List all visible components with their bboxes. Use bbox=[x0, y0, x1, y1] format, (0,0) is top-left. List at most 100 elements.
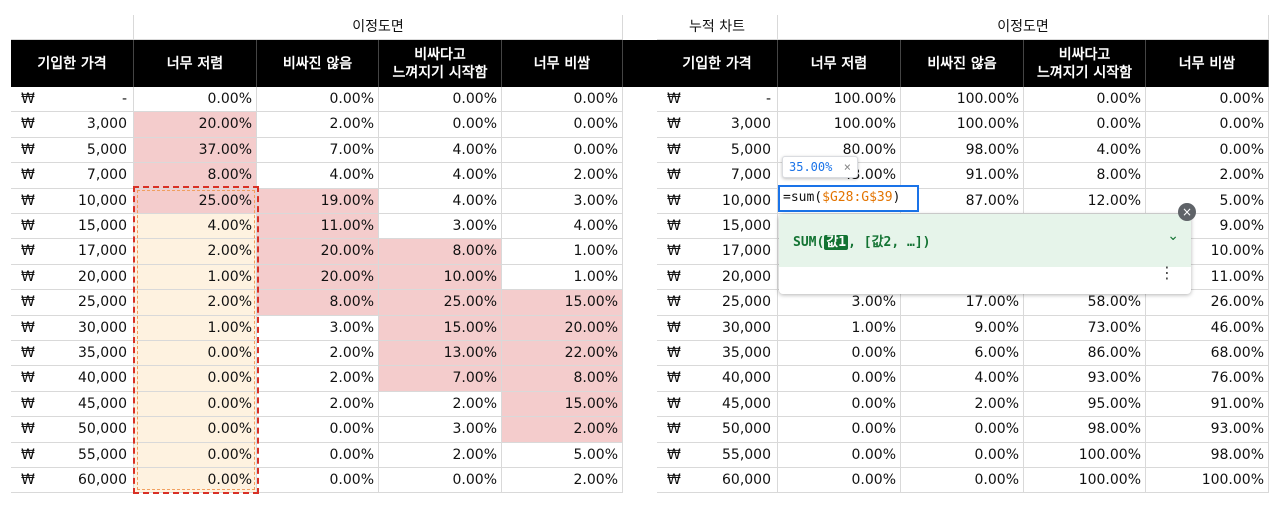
percent-cell[interactable]: 2.00% bbox=[379, 392, 502, 417]
percent-cell[interactable]: 100.00% bbox=[901, 87, 1024, 112]
percent-cell[interactable]: 15.00% bbox=[502, 392, 623, 417]
percent-cell[interactable]: 0.00% bbox=[1024, 87, 1146, 112]
percent-cell[interactable]: 25.00% bbox=[379, 290, 502, 316]
percent-cell[interactable]: 0.00% bbox=[257, 468, 379, 493]
price-cell[interactable]: ₩20,000 bbox=[657, 265, 778, 290]
percent-cell[interactable]: 3.00% bbox=[379, 417, 502, 443]
percent-cell[interactable]: 0.00% bbox=[134, 443, 257, 468]
percent-cell[interactable]: 1.00% bbox=[778, 316, 901, 341]
preview-close-icon[interactable]: × bbox=[843, 160, 851, 174]
percent-cell[interactable]: 8.00% bbox=[1024, 163, 1146, 189]
percent-cell[interactable]: 0.00% bbox=[257, 87, 379, 112]
percent-cell[interactable]: 2.00% bbox=[1146, 163, 1269, 189]
price-cell[interactable]: ₩35,000 bbox=[11, 341, 134, 366]
percent-cell[interactable]: 26.00% bbox=[1146, 290, 1269, 316]
price-cell[interactable]: ₩3,000 bbox=[11, 112, 134, 138]
price-cell[interactable]: ₩30,000 bbox=[657, 316, 778, 341]
percent-cell[interactable]: 8.00% bbox=[257, 290, 379, 316]
percent-cell[interactable]: 20.00% bbox=[134, 112, 257, 138]
percent-cell[interactable]: 91.00% bbox=[901, 163, 1024, 189]
percent-cell[interactable]: 8.00% bbox=[379, 239, 502, 265]
left_table-col-header-1[interactable]: 너무 저렴 bbox=[134, 40, 257, 87]
price-cell[interactable]: ₩45,000 bbox=[11, 392, 134, 417]
percent-cell[interactable]: 73.00% bbox=[1024, 316, 1146, 341]
percent-cell[interactable]: 91.00% bbox=[1146, 392, 1269, 417]
price-cell[interactable]: ₩35,000 bbox=[657, 341, 778, 366]
percent-cell[interactable]: 100.00% bbox=[778, 112, 901, 138]
percent-cell[interactable]: 100.00% bbox=[778, 87, 901, 112]
price-cell[interactable]: ₩10,000 bbox=[657, 189, 778, 214]
price-cell[interactable]: ₩60,000 bbox=[11, 468, 134, 493]
price-cell[interactable]: ₩15,000 bbox=[657, 214, 778, 239]
price-cell[interactable]: ₩5,000 bbox=[11, 138, 134, 163]
percent-cell[interactable]: 0.00% bbox=[1146, 138, 1269, 163]
percent-cell[interactable]: 93.00% bbox=[1146, 417, 1269, 443]
right_table-col-header-0[interactable]: 기입한 가격 bbox=[657, 40, 778, 87]
percent-cell[interactable]: 4.00% bbox=[134, 214, 257, 239]
percent-cell[interactable]: 12.00% bbox=[1024, 189, 1146, 214]
percent-cell[interactable]: 2.00% bbox=[502, 163, 623, 189]
percent-cell[interactable]: 0.00% bbox=[379, 112, 502, 138]
percent-cell[interactable]: 15.00% bbox=[502, 290, 623, 316]
percent-cell[interactable]: 0.00% bbox=[1146, 87, 1269, 112]
percent-cell[interactable]: 11.00% bbox=[1146, 265, 1269, 290]
left-group-header[interactable]: 이정도면 bbox=[134, 15, 623, 40]
percent-cell[interactable]: 86.00% bbox=[1024, 341, 1146, 366]
percent-cell[interactable]: 4.00% bbox=[502, 214, 623, 239]
percent-cell[interactable]: 19.00% bbox=[257, 189, 379, 214]
percent-cell[interactable]: 20.00% bbox=[257, 265, 379, 290]
percent-cell[interactable]: 0.00% bbox=[778, 417, 901, 443]
price-cell[interactable]: ₩30,000 bbox=[11, 316, 134, 341]
percent-cell[interactable]: 98.00% bbox=[1024, 417, 1146, 443]
percent-cell[interactable]: 17.00% bbox=[901, 290, 1024, 316]
percent-cell[interactable]: 98.00% bbox=[901, 138, 1024, 163]
price-cell[interactable]: ₩3,000 bbox=[657, 112, 778, 138]
percent-cell[interactable]: 4.00% bbox=[1024, 138, 1146, 163]
percent-cell[interactable]: 0.00% bbox=[778, 468, 901, 493]
percent-cell[interactable]: 0.00% bbox=[134, 468, 257, 493]
percent-cell[interactable]: 25.00% bbox=[134, 189, 257, 214]
left_table-col-header-4[interactable]: 너무 비쌈 bbox=[502, 40, 623, 87]
percent-cell[interactable]: 2.00% bbox=[502, 468, 623, 493]
percent-cell[interactable]: 0.00% bbox=[502, 87, 623, 112]
percent-cell[interactable]: 2.00% bbox=[901, 392, 1024, 417]
price-cell[interactable]: ₩40,000 bbox=[11, 366, 134, 392]
percent-cell[interactable]: 11.00% bbox=[257, 214, 379, 239]
price-cell[interactable]: ₩45,000 bbox=[657, 392, 778, 417]
percent-cell[interactable]: 2.00% bbox=[379, 443, 502, 468]
percent-cell[interactable]: 76.00% bbox=[1146, 366, 1269, 392]
percent-cell[interactable]: 0.00% bbox=[778, 443, 901, 468]
percent-cell[interactable]: 0.00% bbox=[502, 112, 623, 138]
left_table-col-header-2[interactable]: 비싸진 않음 bbox=[257, 40, 379, 87]
percent-cell[interactable]: 4.00% bbox=[379, 138, 502, 163]
percent-cell[interactable]: 3.00% bbox=[257, 316, 379, 341]
percent-cell[interactable]: 4.00% bbox=[379, 189, 502, 214]
percent-cell[interactable]: 0.00% bbox=[257, 443, 379, 468]
percent-cell[interactable]: 0.00% bbox=[901, 443, 1024, 468]
percent-cell[interactable]: 2.00% bbox=[134, 290, 257, 316]
right_table-col-header-1[interactable]: 너무 저렴 bbox=[778, 40, 901, 87]
percent-cell[interactable]: 2.00% bbox=[257, 341, 379, 366]
percent-cell[interactable]: 0.00% bbox=[134, 341, 257, 366]
percent-cell[interactable]: 4.00% bbox=[901, 366, 1024, 392]
percent-cell[interactable]: 20.00% bbox=[502, 316, 623, 341]
percent-cell[interactable]: 7.00% bbox=[379, 366, 502, 392]
price-cell[interactable]: ₩20,000 bbox=[11, 265, 134, 290]
percent-cell[interactable]: 0.00% bbox=[502, 138, 623, 163]
percent-cell[interactable]: 6.00% bbox=[901, 341, 1024, 366]
percent-cell[interactable]: 0.00% bbox=[257, 417, 379, 443]
price-cell[interactable]: ₩7,000 bbox=[657, 163, 778, 189]
percent-cell[interactable]: 46.00% bbox=[1146, 316, 1269, 341]
price-cell[interactable]: ₩7,000 bbox=[11, 163, 134, 189]
left_table-col-header-3[interactable]: 비싸다고 느껴지기 시작함 bbox=[379, 40, 502, 87]
right_table-col-header-3[interactable]: 비싸다고 느껴지기 시작함 bbox=[1024, 40, 1146, 87]
right-chart-label[interactable]: 누적 차트 bbox=[657, 15, 778, 40]
percent-cell[interactable]: 0.00% bbox=[134, 366, 257, 392]
percent-cell[interactable]: 0.00% bbox=[379, 87, 502, 112]
percent-cell[interactable]: 87.00% bbox=[901, 189, 1024, 214]
price-cell[interactable]: ₩5,000 bbox=[657, 138, 778, 163]
left_table-col-header-0[interactable]: 기입한 가격 bbox=[11, 40, 134, 87]
percent-cell[interactable]: 5.00% bbox=[502, 443, 623, 468]
percent-cell[interactable]: 8.00% bbox=[502, 366, 623, 392]
percent-cell[interactable]: 100.00% bbox=[1024, 468, 1146, 493]
